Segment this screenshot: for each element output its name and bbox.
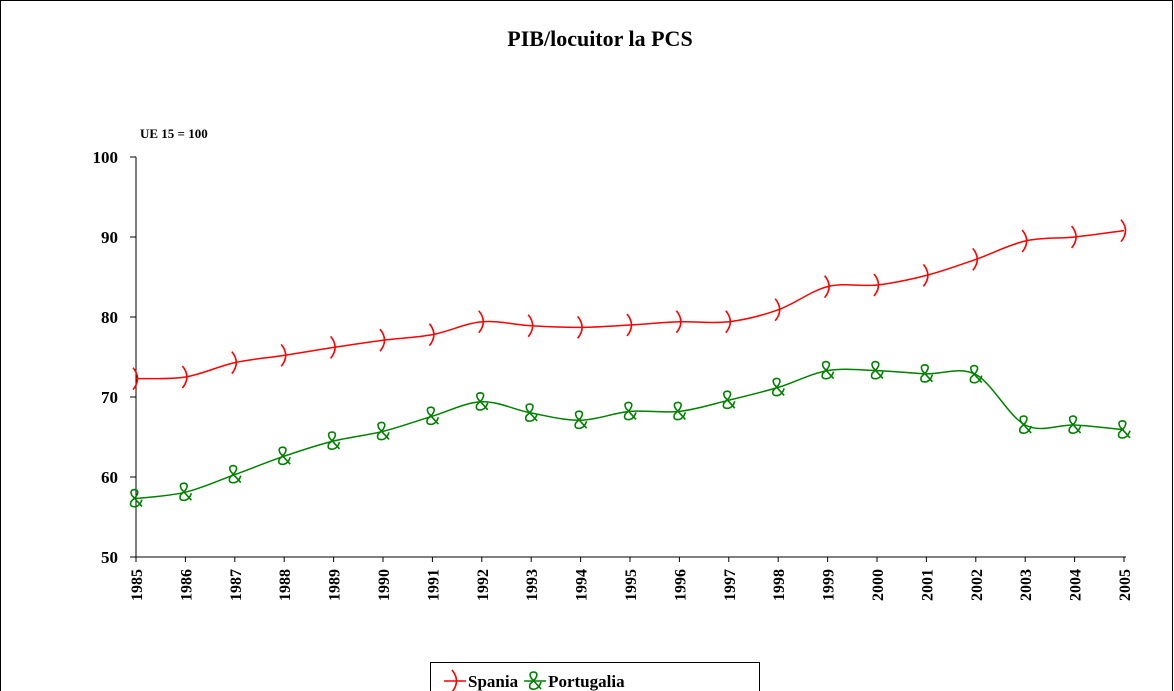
x-tick-label: 1998 (771, 569, 788, 601)
marker-arc (329, 335, 336, 359)
marker-arc (675, 310, 682, 334)
legend-label: Spania (468, 672, 519, 691)
x-tick-label: 2005 (1117, 569, 1134, 601)
marker-ampersand (870, 360, 884, 380)
marker-ampersand (673, 401, 687, 421)
x-tick-label: 1993 (524, 569, 541, 601)
x-tick-label: 1996 (672, 569, 689, 601)
marker-ampersand (524, 403, 538, 422)
marker-arc (231, 351, 238, 375)
x-tick-label: 1987 (228, 569, 245, 601)
marker-ampersand (376, 421, 390, 441)
marker-arc (626, 313, 633, 337)
marker-ampersand (426, 406, 440, 426)
marker-arc (873, 273, 880, 297)
marker-arc (972, 247, 979, 271)
marker-arc (1070, 225, 1077, 249)
y-tick-label: 90 (101, 228, 118, 247)
marker-ampersand (475, 391, 489, 411)
marker-arc (823, 275, 830, 299)
x-tick-label: 1997 (722, 569, 739, 601)
marker-arc (527, 314, 534, 338)
marker-arc (379, 328, 386, 352)
marker-arc (181, 365, 188, 389)
y-tick-label: 50 (101, 548, 118, 567)
x-tick-label: 1986 (178, 569, 195, 601)
x-tick-label: 1989 (327, 569, 344, 601)
x-tick-label: 2000 (870, 569, 887, 601)
marker-arc (576, 315, 583, 339)
x-tick-label: 2003 (1018, 569, 1035, 601)
marker-ampersand (969, 364, 983, 384)
marker-ampersand (574, 410, 588, 430)
marker-arc (774, 298, 781, 322)
x-tick-label: 1994 (574, 569, 591, 601)
marker-arc (922, 263, 929, 287)
series-line (135, 229, 1125, 380)
y-tick-label: 60 (101, 468, 118, 487)
chart-title: PIB/locuitor la PCS (507, 26, 692, 51)
y-tick-label: 80 (101, 308, 118, 327)
marker-ampersand (1018, 415, 1032, 434)
marker-ampersand (623, 401, 637, 421)
marker-arc (451, 669, 458, 691)
marker-ampersand (228, 464, 242, 484)
marker-ampersand (179, 482, 193, 502)
legend-box (430, 662, 760, 691)
marker-arc (725, 310, 732, 334)
marker-arc (1120, 219, 1127, 243)
y-tick-label: 100 (93, 148, 119, 167)
marker-ampersand (821, 360, 835, 380)
x-tick-label: 1988 (277, 569, 294, 601)
marker-ampersand (277, 446, 291, 466)
marker-arc (280, 343, 287, 367)
marker-arc (132, 367, 139, 391)
marker-ampersand (129, 488, 143, 508)
marker-arc (428, 323, 435, 347)
x-tick-label: 2004 (1068, 569, 1085, 601)
x-tick-label: 1990 (376, 569, 393, 601)
series-line (135, 368, 1125, 500)
marker-ampersand (327, 431, 341, 450)
x-tick-label: 2002 (969, 569, 986, 601)
x-tick-label: 1991 (425, 569, 442, 601)
marker-arc (478, 310, 485, 334)
marker-ampersand (1068, 415, 1082, 434)
marker-ampersand (920, 363, 934, 383)
y-axis-label: UE 15 = 100 (140, 126, 208, 141)
marker-ampersand (722, 390, 736, 410)
x-tick-label: 1992 (475, 569, 492, 601)
marker-arc (1021, 229, 1028, 253)
x-tick-label: 2001 (919, 569, 936, 601)
legend-label: Portugalia (548, 672, 625, 691)
marker-ampersand (1117, 419, 1131, 439)
marker-ampersand (528, 671, 542, 690)
x-tick-label: 1985 (129, 569, 146, 601)
marker-ampersand (771, 377, 785, 397)
x-tick-label: 1995 (623, 569, 640, 601)
y-tick-label: 70 (101, 388, 118, 407)
x-tick-label: 1999 (821, 569, 838, 601)
